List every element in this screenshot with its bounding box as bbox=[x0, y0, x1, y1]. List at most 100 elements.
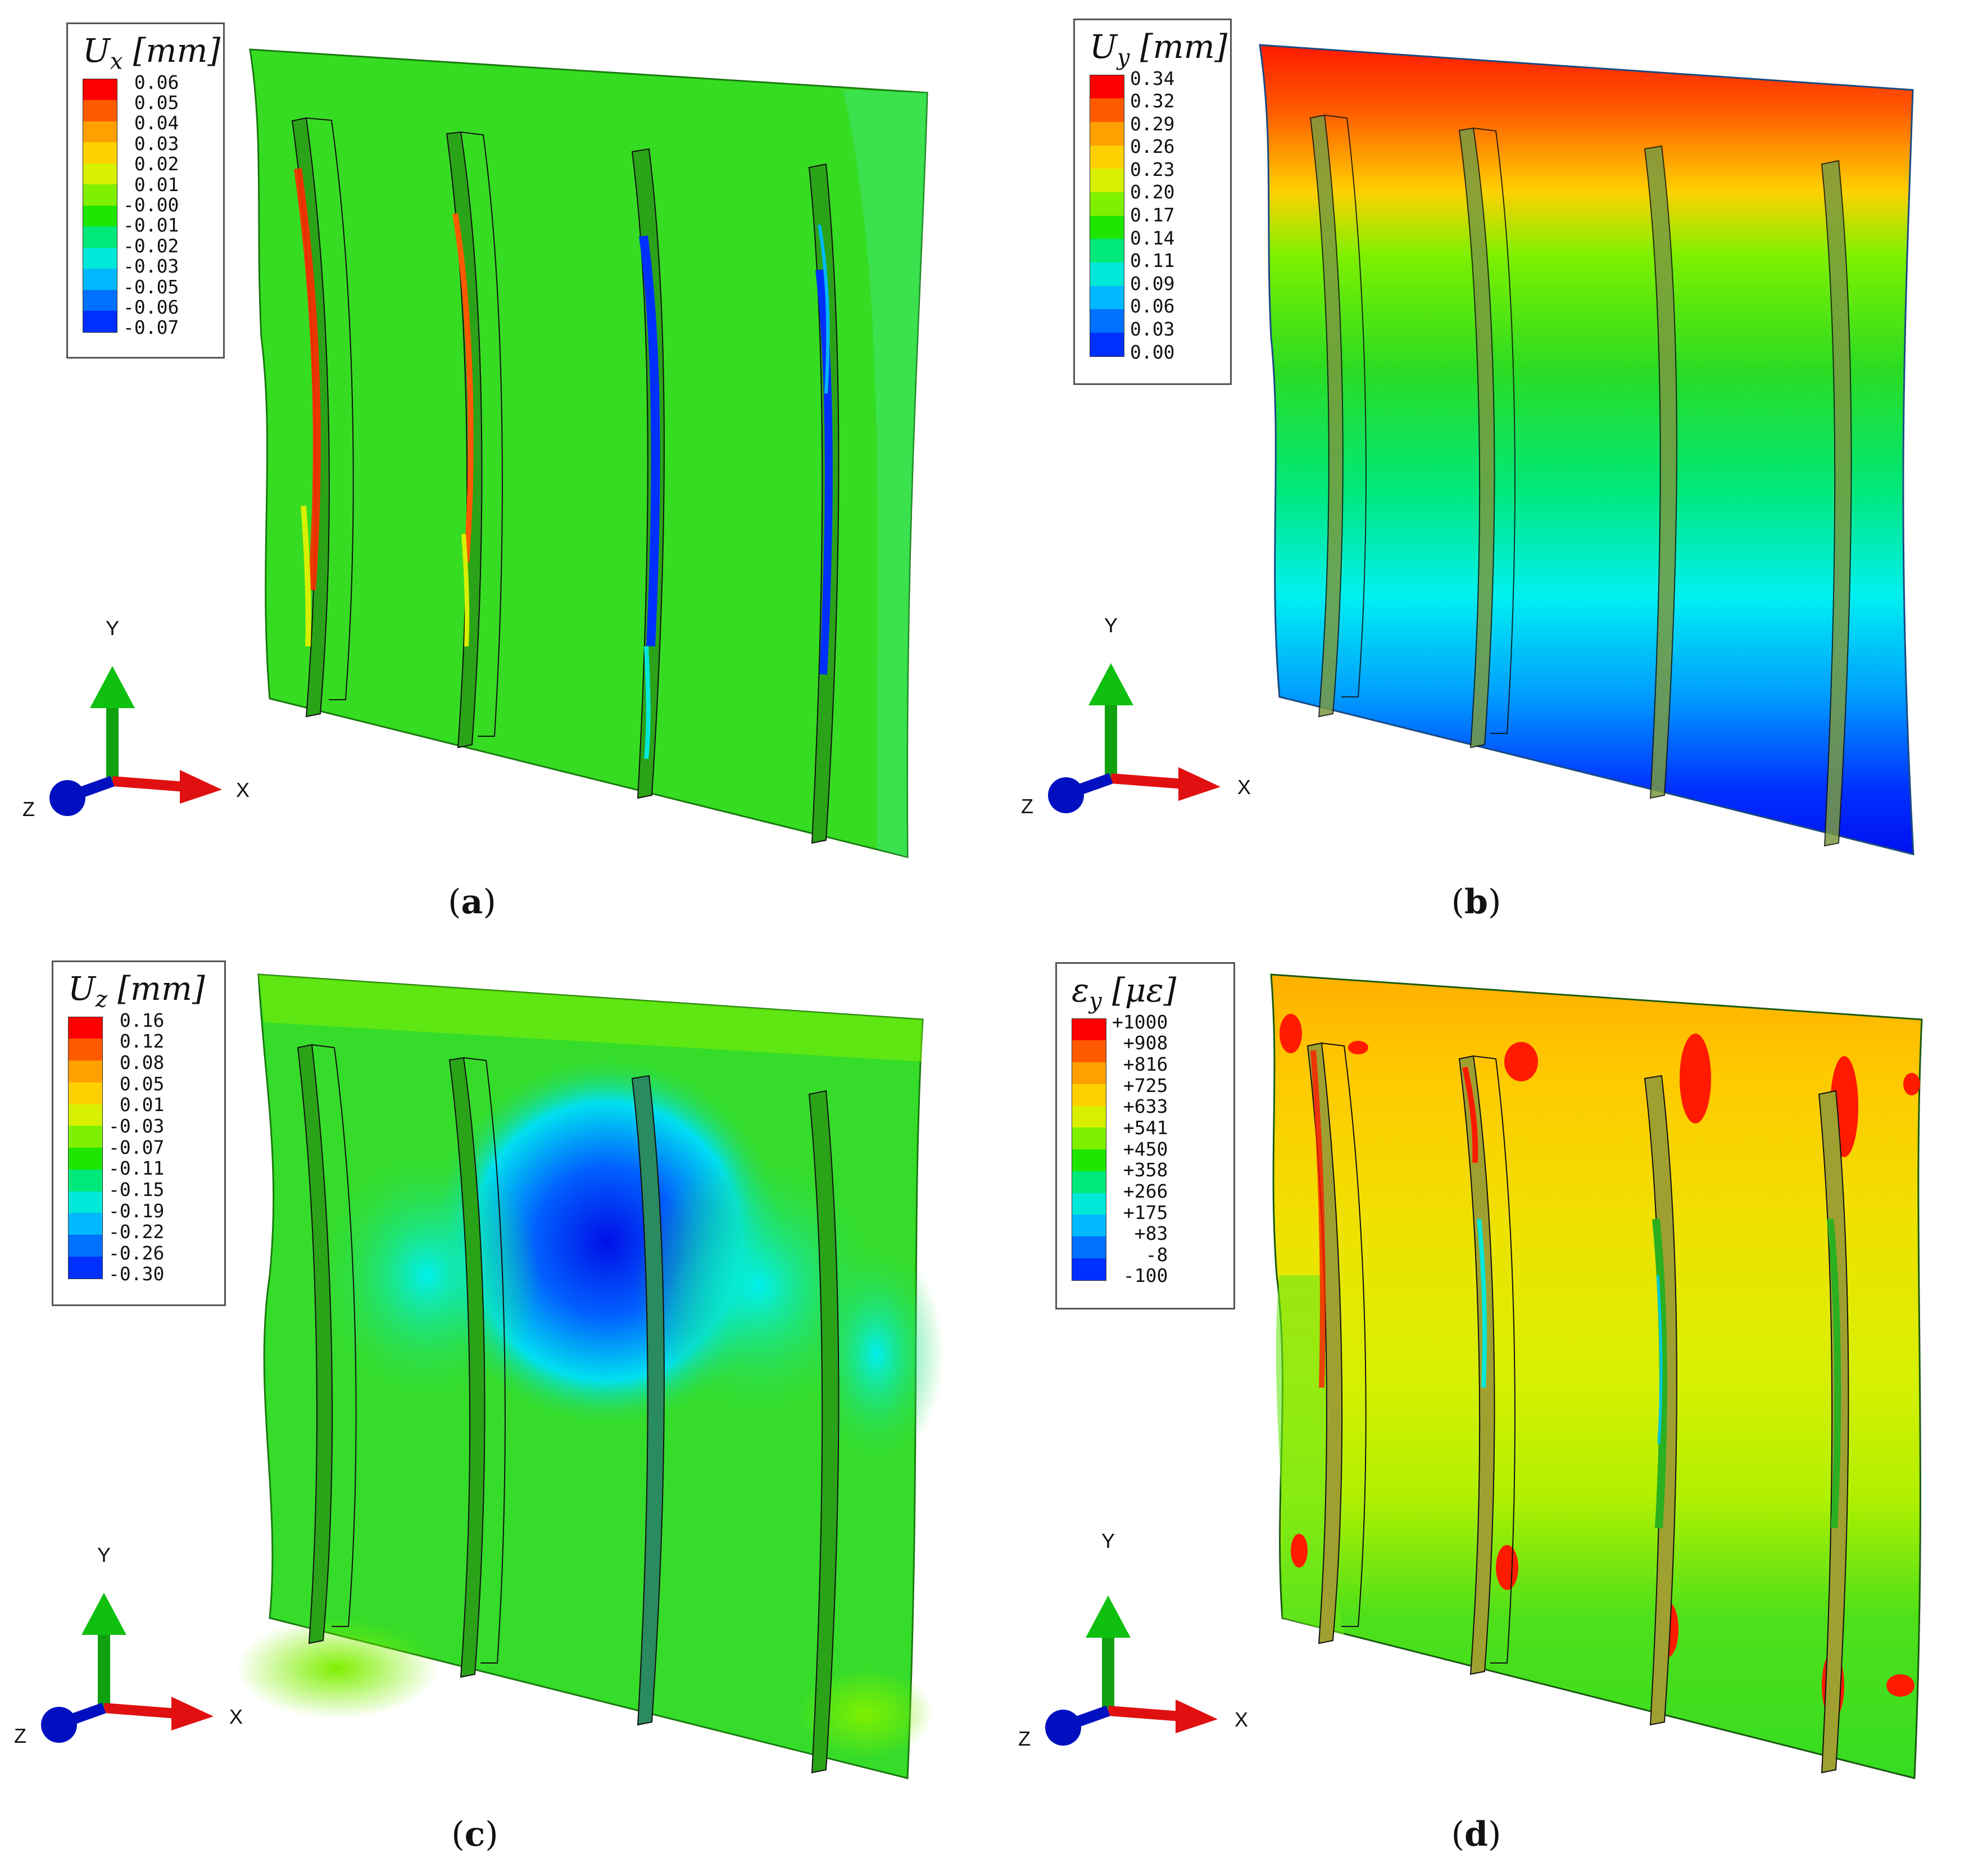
colorbar-segment bbox=[69, 1256, 102, 1279]
stiffener-1-warm bbox=[301, 505, 311, 647]
colorbar-a bbox=[83, 78, 117, 333]
panel-b: Y X Z Uy [mm] 0.34 0.32 0.29 0.26 0.23 0.20 0.… bbox=[984, 0, 1969, 938]
tick-label: 0.34 bbox=[1130, 67, 1175, 89]
legend-c: Uz [mm] 0.16 0.12 0.08 0.05 0.01 -0.03 -0.07 -0… bbox=[52, 960, 226, 1306]
colorbar-segment bbox=[1072, 1215, 1106, 1237]
colorbar-segment bbox=[83, 205, 117, 227]
colorbar-segment bbox=[1090, 239, 1124, 262]
tick-label: +175 bbox=[1123, 1201, 1168, 1224]
tick-label: 0.06 bbox=[134, 71, 179, 93]
tick-label: -0.15 bbox=[108, 1178, 165, 1200]
stiffeners bbox=[291, 117, 840, 844]
tick-label: -0.26 bbox=[108, 1241, 165, 1264]
tick-label: -0.03 bbox=[108, 1114, 165, 1137]
stiffener-3-cold bbox=[639, 235, 660, 647]
axis-x-label: X bbox=[1237, 776, 1251, 799]
tick-label: -8 bbox=[1145, 1243, 1168, 1266]
tick-label: 0.06 bbox=[1130, 295, 1175, 318]
stiffener-3-cyan bbox=[644, 646, 651, 759]
panel-c: Y X Z Uz [mm] 0.16 0.12 0.08 0.05 0.01 -0.03-… bbox=[0, 938, 984, 1876]
stiffeners bbox=[1309, 114, 1852, 847]
tick-label: 0.16 bbox=[119, 1009, 165, 1031]
tick-label: 0.12 bbox=[119, 1030, 165, 1053]
axis-x-label: X bbox=[1235, 1708, 1248, 1731]
colorbar-segment bbox=[1090, 309, 1124, 333]
plate bbox=[249, 48, 928, 858]
colorbar-segment bbox=[1072, 1193, 1106, 1215]
colorbar-segment bbox=[1090, 169, 1124, 192]
colorbar-segment bbox=[69, 1148, 102, 1170]
tick-label: -0.07 bbox=[123, 316, 179, 339]
axis-triad-c: Y X Z bbox=[14, 1543, 243, 1747]
tick-labels-d: +1000 +908 +816 +725 +633 +541 +450 +358 +266 +17… bbox=[1112, 1013, 1168, 1285]
colorbar-segment bbox=[69, 1126, 102, 1148]
colorbar-b bbox=[1090, 74, 1124, 357]
tick-label: -100 bbox=[1123, 1265, 1168, 1287]
stiffener-2 bbox=[1458, 127, 1495, 749]
colorbar-segment bbox=[83, 163, 117, 185]
tick-label: -0.30 bbox=[108, 1263, 165, 1285]
colorbar-segment bbox=[1090, 145, 1124, 169]
plate bbox=[1270, 973, 1923, 1779]
colorbar-segment bbox=[1090, 121, 1124, 146]
legend-title-c: Uz [mm] bbox=[68, 969, 205, 1013]
tick-label: -0.00 bbox=[123, 194, 179, 216]
tick-label: +1000 bbox=[1112, 1010, 1168, 1033]
caption-c: (c) bbox=[451, 1815, 498, 1854]
tick-label: 0.03 bbox=[1130, 318, 1175, 340]
stiffener-2-hot bbox=[452, 213, 474, 563]
colorbar-segment bbox=[83, 121, 117, 143]
tick-label: +541 bbox=[1123, 1116, 1168, 1139]
colorbar-segment bbox=[1090, 98, 1124, 122]
caption-a: (a) bbox=[448, 882, 496, 922]
plot-b-contour: Y X Z bbox=[1021, 44, 1914, 855]
tick-label: 0.00 bbox=[1130, 341, 1175, 363]
tick-label: 0.08 bbox=[119, 1051, 165, 1073]
colorbar-segment bbox=[1072, 1040, 1106, 1063]
tick-label: 0.20 bbox=[1130, 181, 1175, 203]
colorbar-segment bbox=[1090, 192, 1124, 216]
caption-d: (d) bbox=[1451, 1815, 1501, 1854]
caption-b: (b) bbox=[1451, 882, 1501, 922]
colorbar-segment bbox=[69, 1235, 102, 1257]
stiffener-2-warm bbox=[461, 533, 470, 647]
colorbar-segment bbox=[1090, 332, 1124, 356]
stiffener-3 bbox=[631, 1075, 665, 1726]
colorbar-d bbox=[1072, 1018, 1106, 1281]
colorbar-c bbox=[68, 1016, 103, 1279]
tick-label: 0.03 bbox=[134, 132, 179, 155]
tick-label: +83 bbox=[1134, 1222, 1168, 1245]
axis-triad-d: Y X Z bbox=[1018, 1529, 1248, 1750]
colorbar-segment bbox=[69, 1082, 102, 1104]
stiffeners bbox=[297, 1044, 840, 1774]
colorbar-segment bbox=[1072, 1236, 1106, 1258]
tick-label: 0.17 bbox=[1130, 204, 1175, 226]
axis-y-label: Y bbox=[1104, 614, 1118, 637]
tick-labels-c: 0.16 0.12 0.08 0.05 0.01 -0.03 -0.07 -0.11 -0.15… bbox=[108, 1011, 164, 1284]
colorbar-segment bbox=[69, 1213, 102, 1235]
tick-label: +908 bbox=[1123, 1032, 1168, 1054]
colorbar-segment bbox=[1072, 1062, 1106, 1084]
colorbar-segment bbox=[1090, 286, 1124, 310]
colorbar-segment bbox=[69, 1169, 102, 1191]
colorbar-segment bbox=[1072, 1127, 1106, 1150]
colorbar-segment bbox=[83, 79, 117, 101]
stiffener-1-hot bbox=[294, 168, 321, 591]
colorbar-segment bbox=[83, 247, 117, 269]
legend-b: Uy [mm] 0.34 0.32 0.29 0.26 0.23 0.20 0.17 0.14… bbox=[1073, 19, 1232, 385]
tick-label: -0.01 bbox=[123, 214, 179, 237]
stiffener-1 bbox=[297, 1044, 333, 1644]
tick-label: 0.32 bbox=[1130, 90, 1175, 112]
stiffener-2 bbox=[446, 131, 483, 749]
stiffener-1 bbox=[1309, 114, 1344, 718]
tick-labels-a: 0.06 0.05 0.04 0.03 0.02 0.01 -0.00 -0.01 -0.02-… bbox=[123, 73, 179, 337]
stiffener-4 bbox=[1818, 1090, 1849, 1774]
stiffener-3 bbox=[631, 148, 665, 799]
axis-y-label: Y bbox=[1101, 1529, 1115, 1552]
tick-label: -0.22 bbox=[108, 1221, 165, 1243]
colorbar-segment bbox=[83, 100, 117, 121]
axis-y-label: Y bbox=[106, 617, 119, 640]
tick-label: -0.02 bbox=[123, 234, 179, 257]
plate bbox=[1259, 44, 1914, 855]
stiffener-2 bbox=[1458, 1055, 1495, 1675]
